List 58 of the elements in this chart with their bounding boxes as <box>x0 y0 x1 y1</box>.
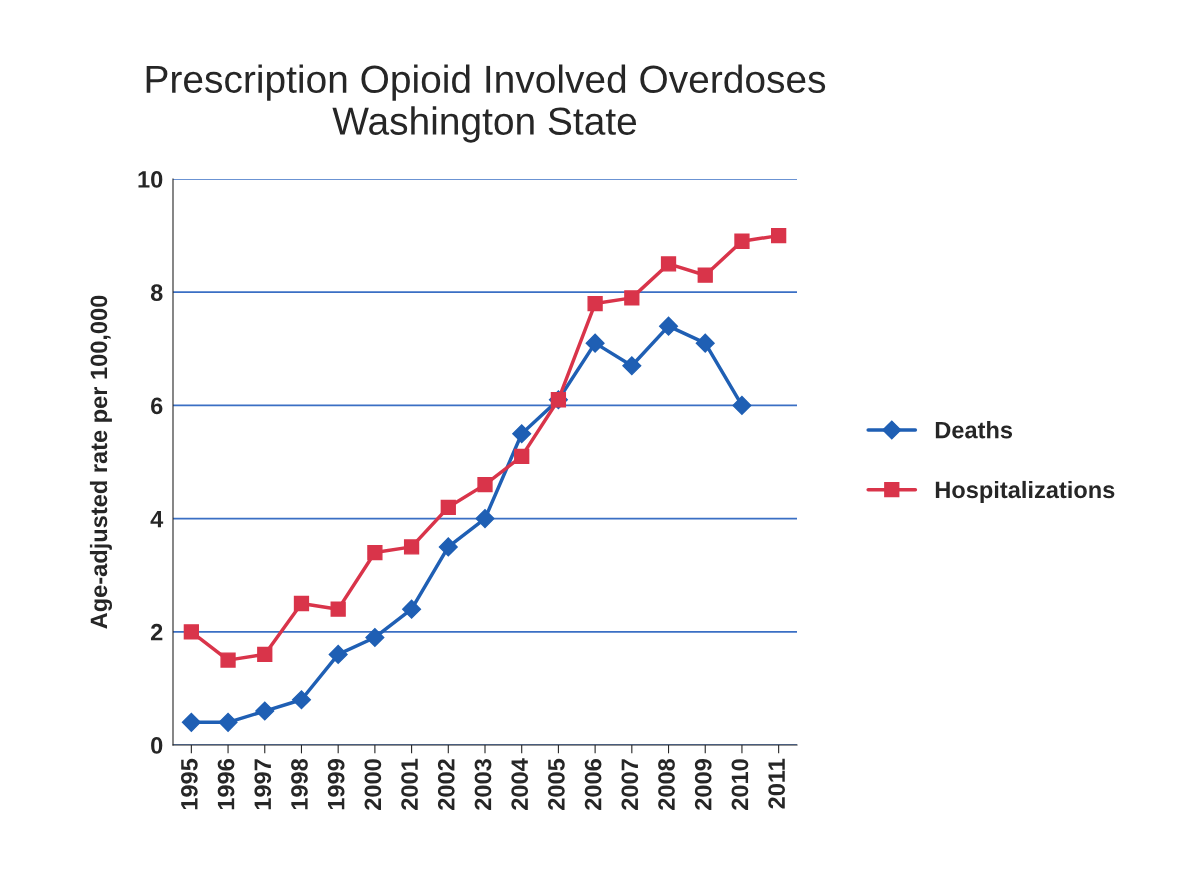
x-tick-label: 1999 <box>327 759 345 810</box>
point <box>367 544 383 561</box>
point <box>255 701 275 721</box>
point <box>734 233 750 249</box>
x-tick-label: 2006 <box>584 759 602 810</box>
point <box>622 356 642 376</box>
point <box>624 290 640 306</box>
x-tick-label: 2011 <box>768 758 785 809</box>
point <box>697 267 713 283</box>
x-tick-label: 2008 <box>658 758 675 810</box>
point <box>183 624 199 640</box>
point <box>512 424 532 444</box>
y-tick-label: 0 <box>151 737 163 754</box>
y-tick-label: 10 <box>138 171 163 188</box>
point <box>660 256 677 272</box>
point <box>438 537 458 557</box>
y-tick-label: 8 <box>150 284 163 301</box>
point <box>365 627 385 647</box>
x-tick-label: 1995 <box>180 758 198 810</box>
point <box>403 539 420 555</box>
x-tick-label: 2002 <box>437 759 455 810</box>
x-tick-label: 2000 <box>364 759 382 810</box>
point <box>330 601 346 617</box>
point <box>218 712 238 732</box>
chart-title: Prescription Opioid Involved Overdoses Washington State <box>146 64 826 143</box>
point <box>732 395 752 415</box>
point <box>181 712 201 732</box>
point <box>440 499 456 515</box>
point <box>771 227 787 244</box>
x-tick-label: 2009 <box>694 759 712 810</box>
point <box>291 690 312 710</box>
point <box>328 644 348 664</box>
legend-label: Hospitalizations <box>935 480 1115 503</box>
point <box>585 333 605 353</box>
point <box>477 477 493 493</box>
x-tick-label: 1996 <box>217 759 235 810</box>
y-axis-title: Age-adjusted rate per 100,000 <box>89 295 113 629</box>
x-tick-label: 2007 <box>621 759 639 810</box>
x-tick-label: 2005 <box>548 758 565 810</box>
x-tick-label: 2010 <box>731 759 749 810</box>
y-tick-label: 4 <box>150 510 164 528</box>
point <box>402 599 422 619</box>
point <box>658 316 679 336</box>
legend-label: Deaths <box>935 421 1013 439</box>
point <box>514 448 530 464</box>
x-tick-label: 2003 <box>474 759 492 810</box>
x-tick-label: 2004 <box>511 758 529 810</box>
y-tick-label: 6 <box>151 397 163 415</box>
x-tick-label: 2001 <box>401 758 418 810</box>
point <box>257 646 273 663</box>
point <box>475 509 495 529</box>
y-tick-label: 2 <box>150 623 163 641</box>
point <box>220 652 236 668</box>
point <box>293 595 310 612</box>
x-tick-label: 1998 <box>291 758 308 810</box>
x-tick-label: 1997 <box>254 759 272 810</box>
point <box>587 295 603 312</box>
point <box>695 333 715 353</box>
